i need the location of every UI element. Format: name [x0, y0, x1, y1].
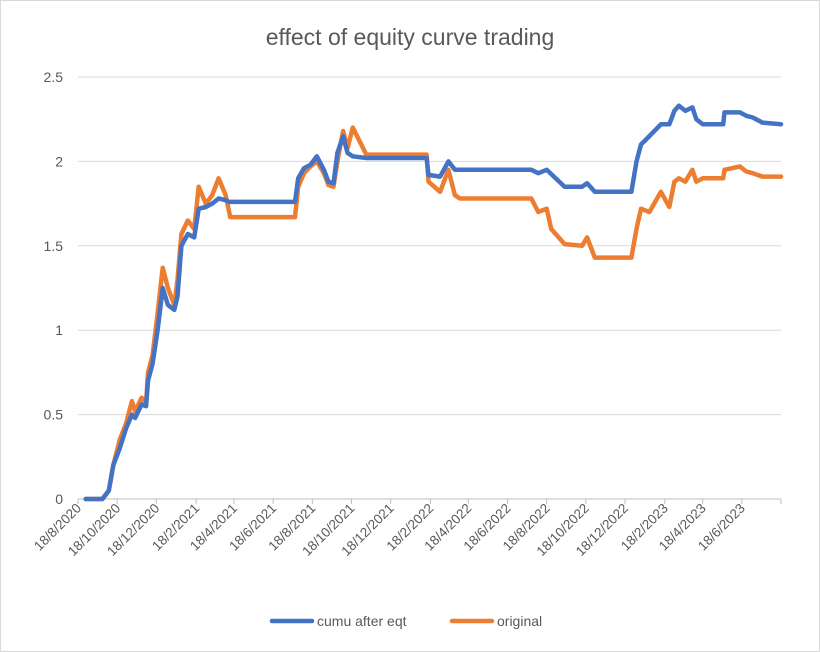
x-axis-ticks: 18/8/202018/10/202018/12/202018/2/202118… — [31, 499, 782, 559]
legend: cumu after eqt original — [269, 613, 542, 629]
legend-label: original — [497, 613, 542, 629]
y-tick-label: 0 — [55, 491, 63, 507]
y-tick-label: 1 — [55, 322, 63, 338]
y-tick-label: 1.5 — [44, 238, 64, 254]
legend-label: cumu after eqt — [317, 613, 407, 629]
y-tick-label: 2 — [55, 153, 63, 169]
series-lines — [83, 103, 784, 502]
gridlines — [78, 76, 781, 416]
series-line-original — [83, 125, 784, 502]
y-axis-ticks: 0 0.5 1 1.5 2 2.5 — [44, 69, 64, 507]
y-tick-label: 0.5 — [44, 407, 64, 423]
series-line-cumu-after-eqt — [83, 103, 784, 502]
y-tick-label: 2.5 — [44, 69, 64, 85]
chart-title: effect of equity curve trading — [266, 24, 555, 50]
